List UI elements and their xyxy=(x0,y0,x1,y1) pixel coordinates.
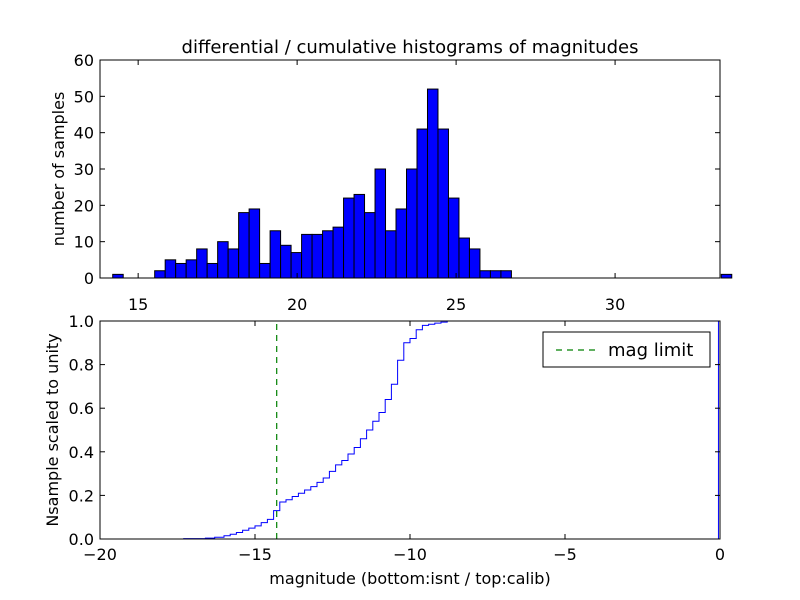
top-y-tick-label: 10 xyxy=(74,233,94,252)
histogram-bar xyxy=(154,270,166,279)
histogram-bar xyxy=(227,248,240,279)
top-axes-frame xyxy=(99,59,721,279)
histogram-bar xyxy=(447,197,460,279)
histogram-bar xyxy=(259,262,271,279)
histogram-bar xyxy=(112,273,124,279)
histogram-bars xyxy=(112,88,733,279)
cumulative-step-line xyxy=(100,320,719,540)
histogram-bar xyxy=(437,128,449,279)
top-x-tick-label: 15 xyxy=(128,295,148,314)
histogram-bar xyxy=(720,273,733,279)
histogram-bar xyxy=(385,230,397,279)
bottom-x-tick-label: 0 xyxy=(715,545,725,564)
bottom-axes-frame xyxy=(99,320,721,540)
bottom-y-tick-label: 0.2 xyxy=(69,486,94,505)
bottom-y-tick-label: 1.0 xyxy=(69,312,94,331)
histogram-bar xyxy=(416,128,428,279)
histogram-bar xyxy=(290,252,303,279)
top-x-tick-label: 30 xyxy=(605,295,625,314)
top-y-tick-label: 0 xyxy=(84,269,94,288)
histogram-bar xyxy=(458,237,470,279)
histogram-bar xyxy=(353,193,366,279)
histogram-bar xyxy=(343,197,355,279)
bottom-cumulative-panel: −20 −15 −10 −5 0 0.0 0.2 0.4 0.6 0.8 1.0 magnitude… xyxy=(43,312,725,588)
bottom-x-axis-label: magnitude (bottom:isnt / top:calib) xyxy=(269,569,550,588)
histogram-bar xyxy=(248,208,261,279)
bottom-y-axis-label: Nsample scaled to unity xyxy=(43,333,62,526)
histogram-bar xyxy=(311,233,324,279)
top-chart-title: differential / cumulative histograms of … xyxy=(182,37,639,58)
histogram-bar xyxy=(175,262,187,279)
histogram-bar xyxy=(301,233,313,279)
top-x-tick-label: 20 xyxy=(287,295,307,314)
histogram-bar xyxy=(426,88,439,279)
bottom-x-tick-label: −10 xyxy=(393,545,427,564)
histogram-bar xyxy=(238,212,250,279)
bottom-x-tick-label: −15 xyxy=(238,545,272,564)
histogram-bar xyxy=(500,270,512,279)
histogram-bar xyxy=(332,226,345,279)
histogram-bar xyxy=(479,270,491,279)
histogram-bar xyxy=(374,168,387,279)
top-y-axis-label: number of samples xyxy=(49,92,68,247)
top-x-tick-label: 25 xyxy=(446,295,466,314)
histogram-bar xyxy=(164,259,177,279)
histogram-bar xyxy=(217,241,229,279)
top-y-tick-label: 60 xyxy=(74,51,94,70)
top-axis-ticks: 15 20 25 30 0 10 20 30 40 50 60 xyxy=(74,51,720,314)
legend: mag limit xyxy=(542,331,711,368)
histogram-bar xyxy=(206,262,219,279)
histogram-bar xyxy=(468,248,481,279)
histogram-bar xyxy=(269,230,282,279)
histogram-bar xyxy=(185,259,198,279)
top-y-tick-label: 30 xyxy=(74,160,94,179)
histogram-bar xyxy=(280,244,292,279)
histogram-bar xyxy=(489,270,502,279)
top-y-tick-label: 50 xyxy=(74,87,94,106)
histogram-bar xyxy=(406,168,418,279)
bottom-y-tick-label: 0.8 xyxy=(69,356,94,375)
legend-label-mag-limit: mag limit xyxy=(608,340,693,361)
bottom-y-tick-label: 0.4 xyxy=(69,443,94,462)
bottom-y-tick-label: 0.6 xyxy=(69,399,94,418)
cumulative-lines xyxy=(100,320,719,540)
histogram-bar xyxy=(395,208,408,279)
histogram-bar xyxy=(322,230,334,279)
bottom-axis-ticks: −20 −15 −10 −5 0 0.0 0.2 0.4 0.6 0.8 1.0 xyxy=(69,312,726,564)
top-y-tick-label: 40 xyxy=(74,124,94,143)
histogram-bar xyxy=(364,212,376,279)
histogram-bar xyxy=(196,248,208,279)
bottom-x-tick-label: −20 xyxy=(83,545,117,564)
top-histogram-panel: differential / cumulative histograms of … xyxy=(49,37,733,314)
bottom-x-tick-label: −5 xyxy=(553,545,577,564)
top-y-tick-label: 20 xyxy=(74,196,94,215)
bottom-y-tick-label: 0.0 xyxy=(69,530,94,549)
